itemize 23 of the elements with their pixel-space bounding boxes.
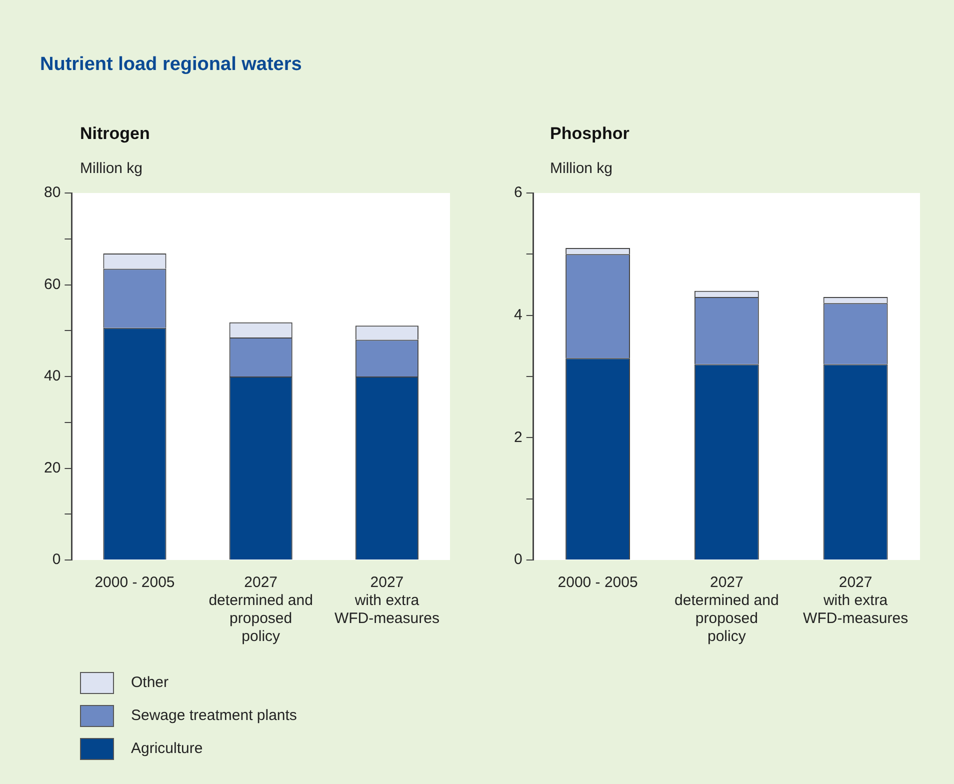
y-tick-label: 2 [514, 428, 522, 446]
x-tick-label: 2027 determined and proposed policy [674, 574, 779, 646]
chart-subtitle: Phosphor [550, 124, 630, 144]
x-tick-label: 2027 with extra WFD-measures [334, 574, 440, 628]
y-tick-label: 80 [44, 184, 61, 202]
legend-label: Agriculture [131, 740, 203, 757]
legend-label: Other [131, 674, 169, 691]
x-tick-label: 2000 - 2005 [94, 574, 175, 592]
y-tick-label: 40 [44, 368, 61, 385]
chart-subtitle: Nitrogen [80, 124, 150, 144]
x-tick-label: 2027 determined and proposed policy [208, 574, 313, 646]
y-axis-title: Million kg [550, 160, 613, 177]
y-tick-label: 60 [44, 276, 61, 293]
x-tick-label: 2000 - 2005 [558, 574, 638, 592]
y-tick-label: 4 [514, 306, 522, 324]
y-tick-label: 20 [44, 459, 61, 476]
y-tick-label: 0 [514, 551, 522, 568]
y-tick-label: 0 [52, 551, 61, 568]
y-axis-title: Million kg [80, 160, 143, 177]
x-tick-label: 2027 with extra WFD-measures [803, 574, 908, 628]
chart-title: Nutrient load regional waters [40, 54, 302, 76]
y-tick-label: 6 [514, 184, 522, 202]
legend-label: Sewage treatment plants [131, 707, 297, 724]
